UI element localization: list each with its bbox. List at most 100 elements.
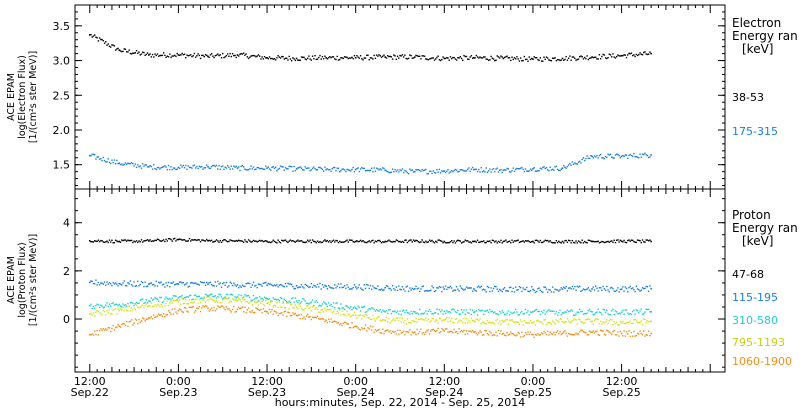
electron-series-2-sample <box>288 165 290 168</box>
electron-series-1-sample <box>598 54 601 56</box>
proton-series-3-sample <box>215 297 218 299</box>
proton-series-2-sample <box>398 285 400 287</box>
electron-series-1-sample <box>633 54 635 56</box>
electron-series-1-sample <box>122 50 124 53</box>
electron-series-2-sample <box>350 170 352 172</box>
electron-series-1-sample <box>114 49 117 51</box>
proton-series-2-sample <box>593 289 596 291</box>
proton-series-2-point <box>236 284 239 286</box>
proton-series-5-sample <box>609 332 612 334</box>
proton-series-2-sample <box>294 287 297 290</box>
proton-series-4-sample <box>415 317 417 320</box>
proton-series-5-sample <box>108 327 111 329</box>
proton-series-5-sample <box>512 333 514 335</box>
proton-series-4-sample <box>240 301 242 303</box>
proton-series-2-sample <box>338 286 341 289</box>
proton-series-3-sample <box>174 295 176 297</box>
proton-series-4-sample <box>576 323 578 325</box>
proton-series-4-sample <box>580 320 582 323</box>
proton-series-1-sample <box>203 240 205 242</box>
proton-series-1-sample <box>366 241 368 244</box>
proton-series-1-sample <box>551 242 554 244</box>
proton-series-5-sample <box>395 333 398 335</box>
proton-series-4-sample <box>555 319 558 321</box>
proton-series-3-sample <box>127 302 129 305</box>
proton-series-5-sample <box>214 309 217 312</box>
electron-series-1-sample <box>523 55 526 58</box>
proton-series-4-sample <box>401 317 404 319</box>
proton-series-3-sample <box>142 298 144 300</box>
proton-series-4-sample <box>631 322 634 325</box>
proton-series-2-sample <box>138 285 140 287</box>
proton-series-4-sample <box>566 318 569 320</box>
proton-series-2-sample <box>144 281 146 283</box>
proton-series-1-sample <box>124 239 127 241</box>
proton-series-4-sample <box>609 318 612 321</box>
electron-series-2-sample <box>299 166 301 168</box>
electron-series-2-sample <box>153 164 155 166</box>
proton-series-4-sample <box>575 319 577 321</box>
electron-series-2-sample <box>169 168 171 171</box>
electron-series-1-sample <box>304 58 306 60</box>
proton-series-2-sample <box>484 289 486 291</box>
proton-series-5-sample <box>342 322 345 324</box>
proton-series-3-sample <box>495 313 497 315</box>
proton-series-3-sample <box>361 306 363 308</box>
proton-series-3-sample <box>245 295 247 297</box>
proton-series-1-sample <box>538 241 540 243</box>
proton-series-3-sample <box>262 299 265 301</box>
electron-series-2-sample <box>298 166 300 169</box>
proton-series-1-sample <box>577 240 580 242</box>
proton-series-3-sample <box>547 310 549 312</box>
proton-series-4-sample <box>622 320 624 323</box>
electron-series-2-point <box>561 167 564 169</box>
proton-series-5-sample <box>299 317 301 320</box>
proton-series-5-sample <box>226 308 229 310</box>
proton-series-3-sample <box>158 300 160 303</box>
proton-series-3-sample <box>583 312 586 315</box>
proton-series-3-sample <box>416 312 418 314</box>
electron-series-1-sample <box>582 58 585 60</box>
proton-series-3-sample <box>154 296 156 299</box>
proton-series-4-sample <box>122 307 124 309</box>
electron-series-2-sample <box>156 166 159 169</box>
proton-series-1-sample <box>244 239 246 241</box>
proton-series-3-sample <box>537 310 539 313</box>
proton-series-5-sample <box>246 309 249 311</box>
proton-series-4-sample <box>549 322 551 324</box>
proton-series-2-sample <box>460 287 463 289</box>
proton-series-1-sample <box>286 240 288 243</box>
proton-series-4-sample <box>140 305 143 307</box>
electron-series-1-sample <box>501 56 503 58</box>
proton-series-5-point <box>118 325 121 328</box>
proton-series-2-sample <box>553 291 555 293</box>
electron-series-1-sample <box>235 56 237 59</box>
proton-series-2-sample <box>619 288 622 291</box>
proton-series-2-sample <box>119 283 122 285</box>
proton-series-4-sample <box>366 314 368 317</box>
proton-series-4-sample <box>284 307 287 309</box>
proton-series-3-sample <box>579 308 581 311</box>
electron-series-1-point <box>148 54 150 56</box>
proton-series-1-sample <box>547 239 549 242</box>
proton-series-1-sample <box>215 239 218 241</box>
electron-series-1-sample <box>415 54 417 57</box>
proton-series-5-sample <box>415 333 417 336</box>
electron-series-1-sample <box>181 52 183 55</box>
electron-series-2-sample <box>262 168 265 170</box>
proton-series-5-sample <box>294 312 297 315</box>
electron-series-1-sample <box>453 56 455 59</box>
electron-ylabel-line2: log(Electron Flux) <box>17 55 28 139</box>
proton-series-5-sample <box>535 334 538 336</box>
proton-series-2-sample <box>390 289 393 291</box>
proton-series-2-sample <box>439 286 442 289</box>
electron-series-2-sample <box>460 168 463 171</box>
proton-series-3-sample <box>559 309 561 312</box>
proton-series-3-sample <box>410 310 412 313</box>
proton-series-3-sample <box>114 303 117 306</box>
proton-series-2-sample <box>611 286 613 289</box>
proton-series-2-sample <box>187 286 189 288</box>
electron-series-1-sample <box>469 56 471 58</box>
proton-series-5-sample <box>119 326 122 328</box>
electron-series-1-sample <box>364 57 367 59</box>
